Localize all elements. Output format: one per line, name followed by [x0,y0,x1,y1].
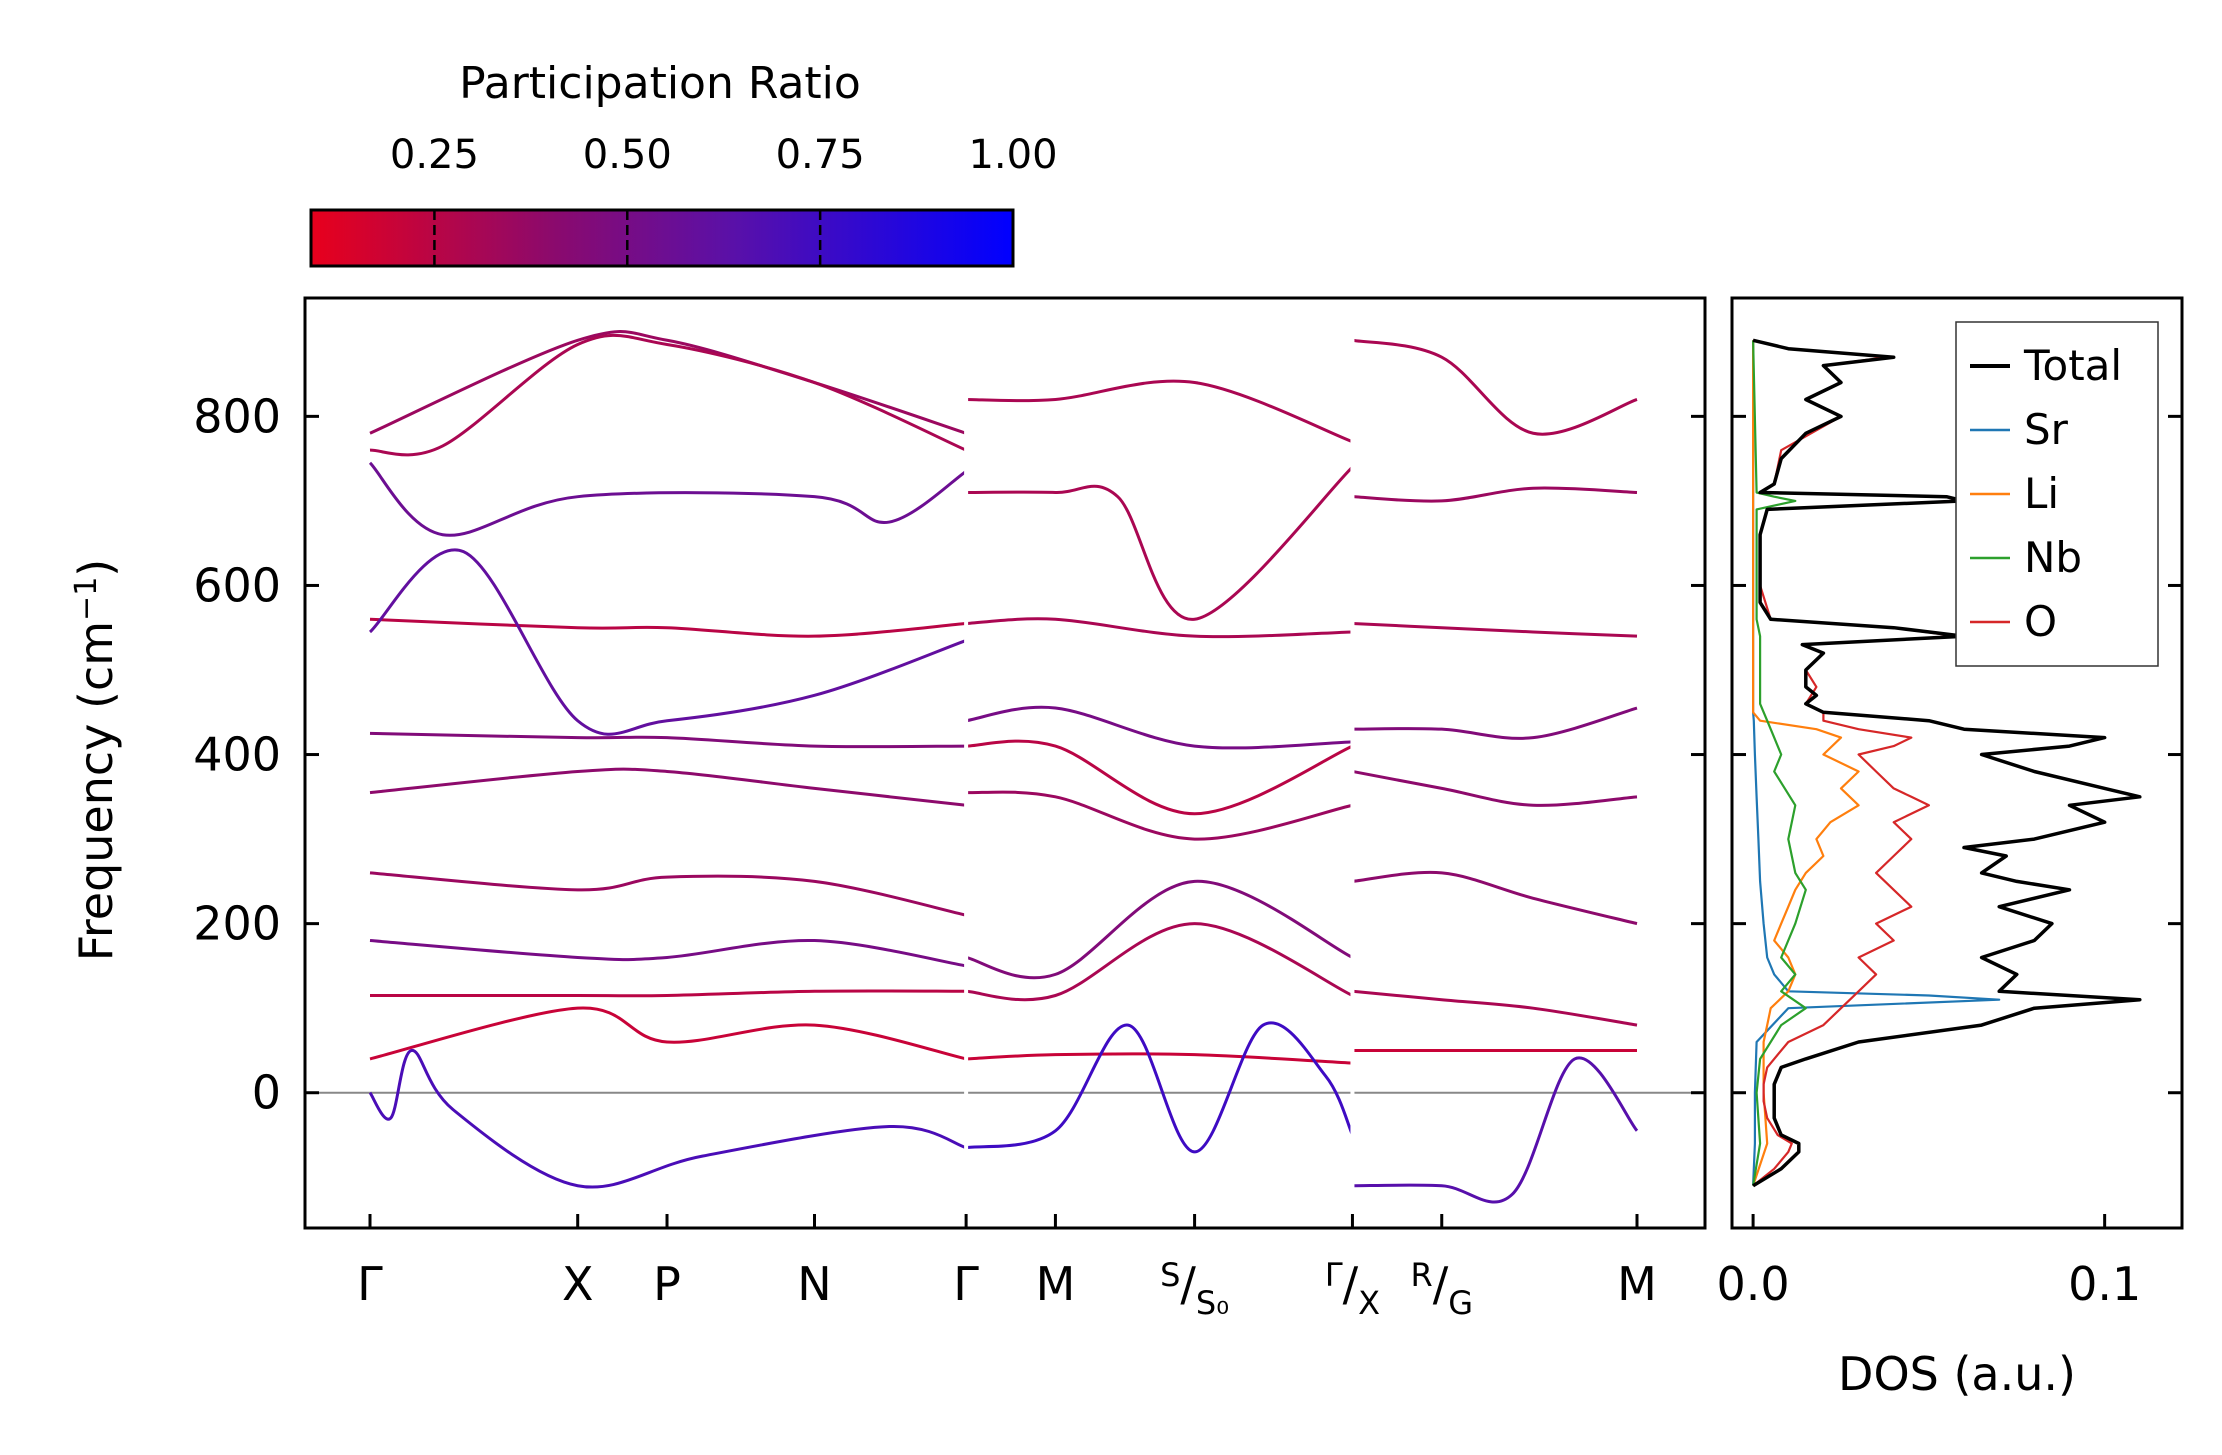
phonon-band [369,617,967,638]
kpath-axis-ticks: Γ X P N Γ M S/S₀ Γ/X R/G M [357,1214,1657,1322]
phonon-band [965,879,1354,980]
frequency-tick-label: 800 [193,389,281,443]
frequency-tick-label: 600 [193,558,281,612]
legend-label-total: Total [2023,341,2122,390]
phonon-band [1352,989,1638,1027]
phonon-band [966,379,1353,444]
phonon-band [369,767,967,807]
kpoint-label: X [562,1257,594,1311]
kpoint-label: R/G [1410,1256,1473,1322]
phonon-band [965,922,1354,1002]
phonon-band [370,989,967,998]
phonon-band [369,330,967,435]
segment-breaks [964,301,1355,1225]
dos-curve-total [1752,338,2142,1188]
band-plot-frame [303,296,1707,1230]
kpoint-label: N [797,1257,831,1311]
phonon-band [368,461,967,537]
kpoint-label: Γ [953,1257,979,1311]
dos-panel: 0.0 0.1 DOS (a.u.) Total Sr Li Nb O [1717,296,2184,1401]
dos-tick-label: 0.0 [1717,1257,1790,1311]
colorbar-tick-label: 0.50 [583,132,672,178]
frequency-axis-ticks: 0 200 400 600 800 [193,389,1705,1120]
frequency-tick-label: 400 [193,728,281,782]
phonon-band [369,939,967,968]
legend-label-sr: Sr [2024,405,2069,454]
dos-plot-frame [1730,296,2184,1230]
colorbar-title: Participation Ratio [459,58,861,109]
path-discontinuity [1350,301,1355,1225]
dos-axis-title: DOS (a.u.) [1838,1347,2076,1401]
frequency-axis-title: Frequency (cm−1) [69,559,123,962]
kpoint-label: P [653,1257,681,1311]
phonon-band [966,739,1354,816]
phonon-band [368,548,967,736]
dos-tick-label: 0.1 [2068,1257,2141,1311]
dos-frequency-ticks [1732,414,2182,1095]
colorbar-tick-labels: 0.25 0.50 0.75 1.00 [390,132,1058,178]
phonon-band [369,871,967,917]
colorbar [309,208,1015,268]
dos-curve-o [1752,339,1959,1187]
phonon-band [1352,486,1638,503]
phonon-band [1352,338,1638,436]
path-discontinuity [964,301,969,1225]
dos-curve-sr [1752,340,2001,1186]
colorbar-ticks [433,210,822,266]
dos-curves [1752,338,2142,1188]
phonon-band [966,617,1353,639]
kpoint-label: M [1036,1257,1076,1311]
kpoint-label: Γ/X [1325,1256,1380,1322]
phonon-band [1352,769,1638,807]
legend-label-nb: Nb [2024,533,2082,582]
phonon-bands [368,330,1639,1204]
phonon-band [966,1052,1353,1065]
kpoint-label: S/S₀ [1160,1256,1229,1322]
frequency-tick-label: 200 [193,897,281,951]
phonon-band [965,705,1353,750]
dos-curve-nb [1752,340,1807,1186]
phonon-band [369,731,967,749]
dos-legend: Total Sr Li Nb O [1955,321,2159,667]
dos-axis-ticks: 0.0 0.1 [1717,1214,2141,1311]
colorbar-tick-label: 0.75 [776,132,865,178]
colorbar-tick-label: 0.25 [390,132,479,178]
phonon-band [369,333,967,457]
frequency-tick-label: 0 [252,1066,281,1120]
phonon-band [368,1048,967,1189]
phonon-band [1352,1056,1639,1204]
phonon-band [369,1006,967,1061]
legend-label-li: Li [2024,469,2059,518]
phonon-band [1352,622,1638,638]
kpoint-label: Γ [357,1257,383,1311]
phonon-band [1352,706,1638,740]
legend-label-o: O [2024,597,2057,646]
band-structure-panel: 0 200 400 600 800 Γ X P N Γ M S/S₀ Γ/X R/G M Frequenc… [69,296,1707,1322]
kpoint-label: M [1617,1257,1657,1311]
phonon-band [966,466,1354,621]
colorbar-tick-label: 1.00 [968,132,1057,178]
phonon-band [1352,870,1638,926]
phonon-band [965,1021,1354,1154]
phonon-band [966,790,1353,841]
